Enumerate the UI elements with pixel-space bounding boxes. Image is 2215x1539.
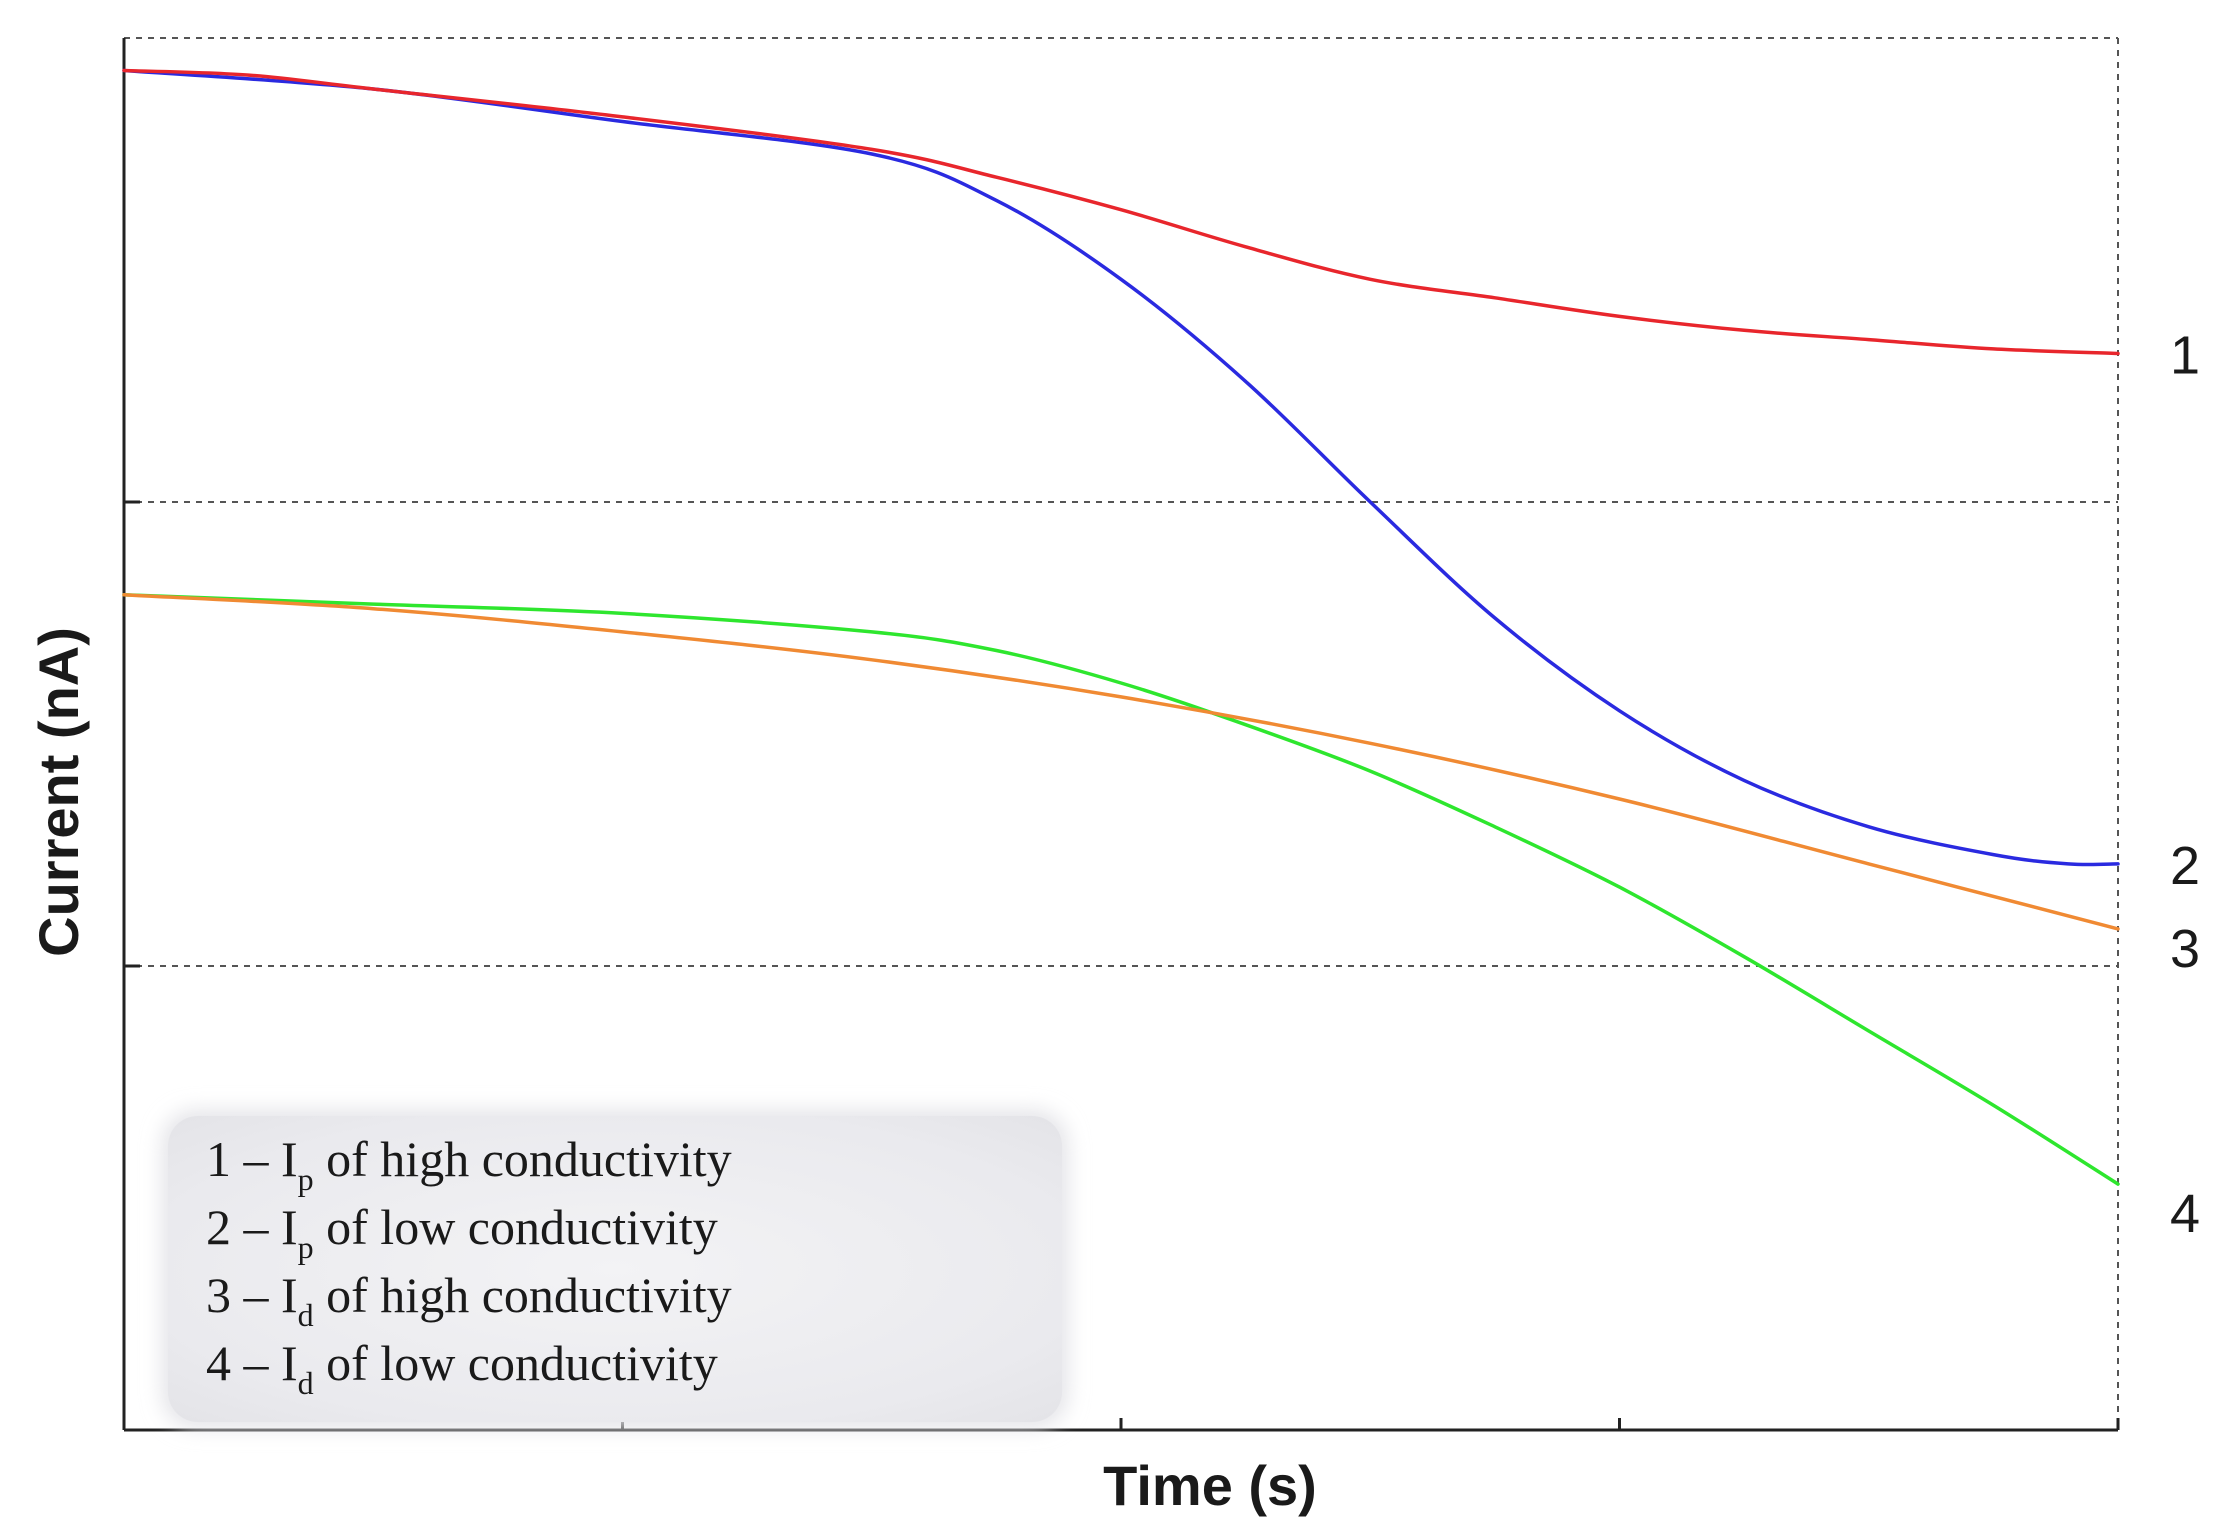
plot-frame bbox=[122, 37, 2120, 1432]
series-line-2 bbox=[122, 68, 2120, 867]
legend-entry-1: 1 – Ip of high conductivity bbox=[206, 1131, 732, 1197]
series-line-3 bbox=[122, 593, 2120, 931]
legend-box bbox=[168, 1116, 1062, 1422]
legend-entry-2: 2 – Ip of low conductivity bbox=[206, 1199, 718, 1265]
series-end-label-1: 1 bbox=[2170, 326, 2200, 386]
series-end-label-3: 3 bbox=[2170, 919, 2200, 979]
series-layer: 1 2 3 4 bbox=[122, 68, 2200, 1244]
series-end-label-4: 4 bbox=[2170, 1184, 2200, 1244]
y-axis-label: Current (nA) bbox=[27, 627, 90, 957]
legend-entry-3: 3 – Id of high conductivity bbox=[206, 1267, 732, 1333]
legend-entry-4: 4 – Id of low conductivity bbox=[206, 1335, 718, 1401]
series-line-4 bbox=[122, 593, 2120, 1186]
series-line-1 bbox=[122, 68, 2120, 356]
x-axis-label: Time (s) bbox=[1103, 1454, 1317, 1517]
series-end-label-2: 2 bbox=[2170, 836, 2200, 896]
